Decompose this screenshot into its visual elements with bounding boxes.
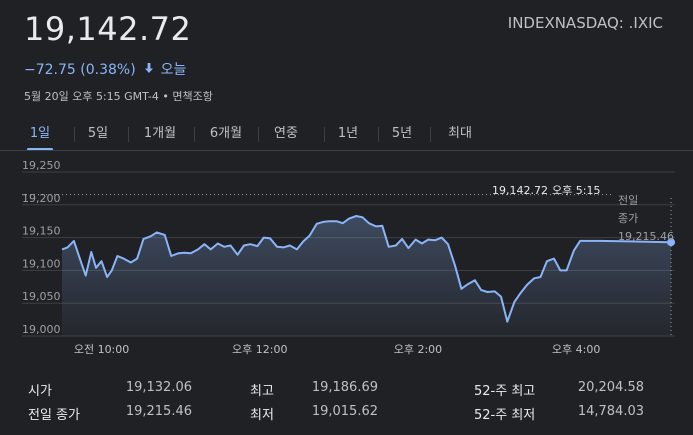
tabs-divider [0,150,693,151]
annotation-time: 오후 5:15 [552,184,600,197]
tab-max[interactable]: 최대 [448,126,472,141]
tab-1m[interactable]: 1개월 [143,126,177,141]
previous-close-value: 19,215.46 [618,230,674,243]
stat-label-open: 시가 [28,384,52,399]
y-tick-label: 19,050 [22,290,61,303]
price-line [61,215,672,323]
arrow-down-icon [144,62,154,78]
tab-ytd[interactable]: 연중 [274,126,298,141]
x-tick-label: 오후 12:00 [232,343,287,356]
x-tick-label: 오후 4:00 [552,343,600,356]
stat-value-52w-low: 14,784.03 [577,404,644,419]
y-tick-label: 19,000 [22,323,61,336]
stat-value-open: 19,132.06 [125,380,192,395]
x-axis-labels: 오전 10:00 오후 12:00 오후 2:00 오후 4:00 [74,343,601,356]
stat-label-high: 최고 [250,384,274,399]
tab-5y[interactable]: 5년 [391,126,413,141]
price-area-fill [62,216,671,336]
stat-value-prev-close: 19,215.46 [125,404,192,419]
current-price: 19,142.72 [24,10,192,48]
price-change-row: −72.75 (0.38%) 오늘 [24,59,186,79]
y-tick-label: 19,200 [22,192,61,205]
tab-1d[interactable]: 1일 [18,122,62,151]
tab-6m[interactable]: 6개월 [209,126,243,141]
ticker-symbol: INDEXNASDAQ: .IXIC [507,14,663,32]
current-point-marker [667,238,676,247]
change-period: 오늘 [160,62,187,78]
timestamp-disclaimer: 5월 20일 오후 5:15 GMT-4 • 면책조항 [24,90,213,103]
stat-value-52w-high: 20,204.58 [577,380,644,395]
stat-value-high: 19,186.69 [311,380,378,395]
stat-value-low: 19,015.62 [311,404,378,419]
y-tick-label: 19,250 [22,160,61,172]
x-tick-label: 오전 10:00 [74,343,129,356]
previous-close-label-line2: 종가 [618,212,638,225]
x-tick-label: 오후 2:00 [394,343,442,356]
price-chart[interactable]: 19,250 19,200 19,150 19,100 19,050 19,000 오전 … [0,160,693,370]
tab-1y[interactable]: 1년 [337,126,359,141]
stat-label-52w-low: 52-주 최저 [474,408,536,423]
stat-label-low: 최저 [250,408,274,423]
y-axis-labels: 19,250 19,200 19,150 19,100 19,050 19,000 [22,160,61,336]
price-change: −72.75 (0.38%) [24,62,136,78]
y-tick-label: 19,100 [22,257,61,270]
tab-5d[interactable]: 5일 [87,126,109,141]
stat-label-prev-close: 전일 종가 [28,408,80,423]
previous-close-label-line1: 전일 [618,193,638,207]
hover-annotation: 19,142.72 오후 5:15 [492,184,600,197]
stat-label-52w-high: 52-주 최고 [474,384,536,399]
y-tick-label: 19,150 [22,225,61,238]
annotation-price: 19,142.72 [492,184,548,197]
